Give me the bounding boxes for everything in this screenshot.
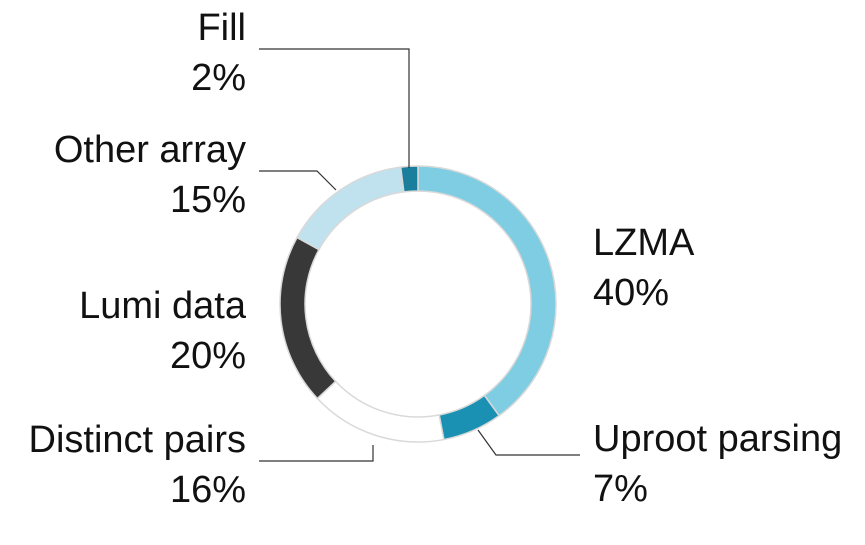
label-lumi-data-name: Lumi data bbox=[79, 285, 247, 327]
slice-lumi-data bbox=[279, 236, 337, 400]
label-distinct-pairs-name: Distinct pairs bbox=[29, 419, 247, 461]
label-uproot-parsing-name: Uproot parsing bbox=[593, 418, 842, 460]
leader-line-fill bbox=[259, 48, 410, 168]
donut-slices bbox=[279, 165, 557, 443]
label-lumi-data-value: 20% bbox=[170, 335, 246, 377]
slice-distinct-pairs bbox=[316, 380, 445, 443]
label-fill-value: 2% bbox=[191, 57, 246, 99]
label-other-array-value: 15% bbox=[170, 179, 246, 221]
label-other-array-name: Other array bbox=[54, 129, 246, 171]
leader-line-distinct-pairs bbox=[259, 445, 374, 462]
slice-uproot-parsing bbox=[438, 394, 501, 441]
leader-line-other-array bbox=[259, 170, 337, 191]
label-distinct-pairs-value: 16% bbox=[170, 469, 246, 511]
leader-lines bbox=[259, 48, 580, 462]
slice-fill bbox=[399, 165, 419, 193]
slice-lzma bbox=[417, 165, 557, 417]
label-fill-name: Fill bbox=[197, 7, 246, 49]
label-uproot-parsing-value: 7% bbox=[593, 468, 648, 510]
label-lzma-name: LZMA bbox=[593, 222, 695, 264]
slice-other-array bbox=[296, 166, 405, 251]
leader-line-uproot-parsing bbox=[477, 429, 580, 456]
label-lzma-value: 40% bbox=[593, 272, 669, 314]
